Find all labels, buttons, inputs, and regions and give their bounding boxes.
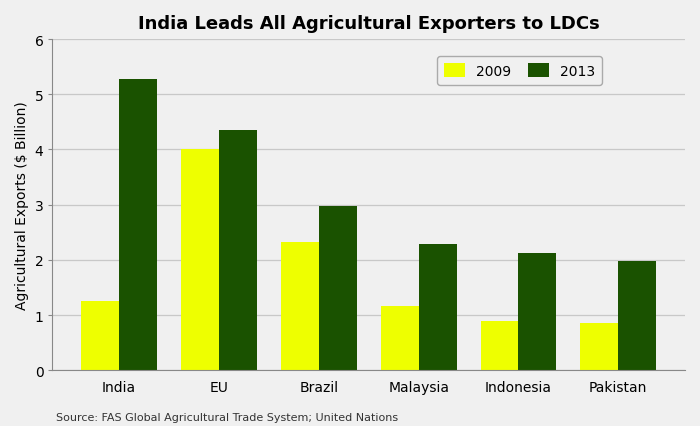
Text: Source: FAS Global Agricultural Trade System; United Nations: Source: FAS Global Agricultural Trade Sy… xyxy=(56,412,398,422)
Bar xyxy=(318,207,357,370)
Y-axis label: Agricultural Exports ($ Billion): Agricultural Exports ($ Billion) xyxy=(15,101,29,309)
Bar xyxy=(519,253,557,370)
Bar xyxy=(480,321,519,370)
Bar xyxy=(281,243,318,370)
Bar xyxy=(419,245,456,370)
Bar xyxy=(580,323,618,370)
Title: India Leads All Agricultural Exporters to LDCs: India Leads All Agricultural Exporters t… xyxy=(138,15,600,33)
Bar xyxy=(381,306,419,370)
Legend: 2009, 2013: 2009, 2013 xyxy=(438,57,602,86)
Bar xyxy=(119,80,157,370)
Bar xyxy=(181,150,219,370)
Bar xyxy=(618,262,656,370)
Bar xyxy=(81,302,119,370)
Bar xyxy=(219,131,257,370)
